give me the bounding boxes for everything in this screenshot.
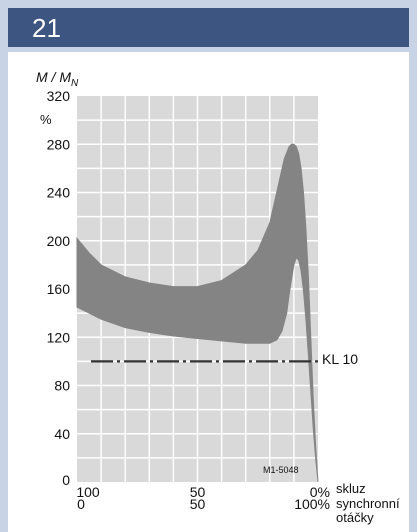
y-tick-label: 0 — [62, 472, 70, 488]
y-tick-label: 280 — [47, 136, 71, 152]
figure-number: 21 — [32, 13, 61, 43]
x-tick-label-speed: 50 — [190, 496, 206, 512]
figure-header: 21 — [8, 8, 409, 47]
y-tick-label: 160 — [47, 281, 71, 297]
torque-band — [76, 143, 319, 483]
x-label-speed: synchronní — [336, 496, 400, 511]
x-label-speed-2: otáčky — [336, 510, 374, 525]
y-tick-label: 240 — [47, 185, 71, 201]
x-tick-labels: 100 50 0% 0 50 100% — [76, 484, 330, 512]
x-tick-label-slip: 100 — [76, 484, 100, 500]
y-tick-label: 40 — [54, 426, 70, 442]
x-label-slip: skluz — [336, 481, 366, 496]
y-tick-label: 200 — [47, 233, 71, 249]
y-tick-label: 120 — [47, 329, 71, 345]
x-tick-label-slip: 50 — [190, 484, 206, 500]
y-axis-label: M / MN — [36, 69, 79, 89]
y-axis-unit: % — [40, 112, 52, 127]
y-tick-label: 80 — [54, 378, 70, 394]
x-tick-label-speed: 100% — [294, 496, 330, 512]
y-tick-labels: 0 40 80 120 160 200 240 280 320 — [47, 88, 71, 488]
x-tick-label-slip: 0% — [310, 484, 330, 500]
reference-line-label: KL 10 — [322, 351, 358, 367]
y-tick-label: 320 — [47, 88, 71, 104]
figure-code: M1-5048 — [263, 465, 299, 475]
x-tick-label-speed: 0 — [77, 496, 85, 512]
